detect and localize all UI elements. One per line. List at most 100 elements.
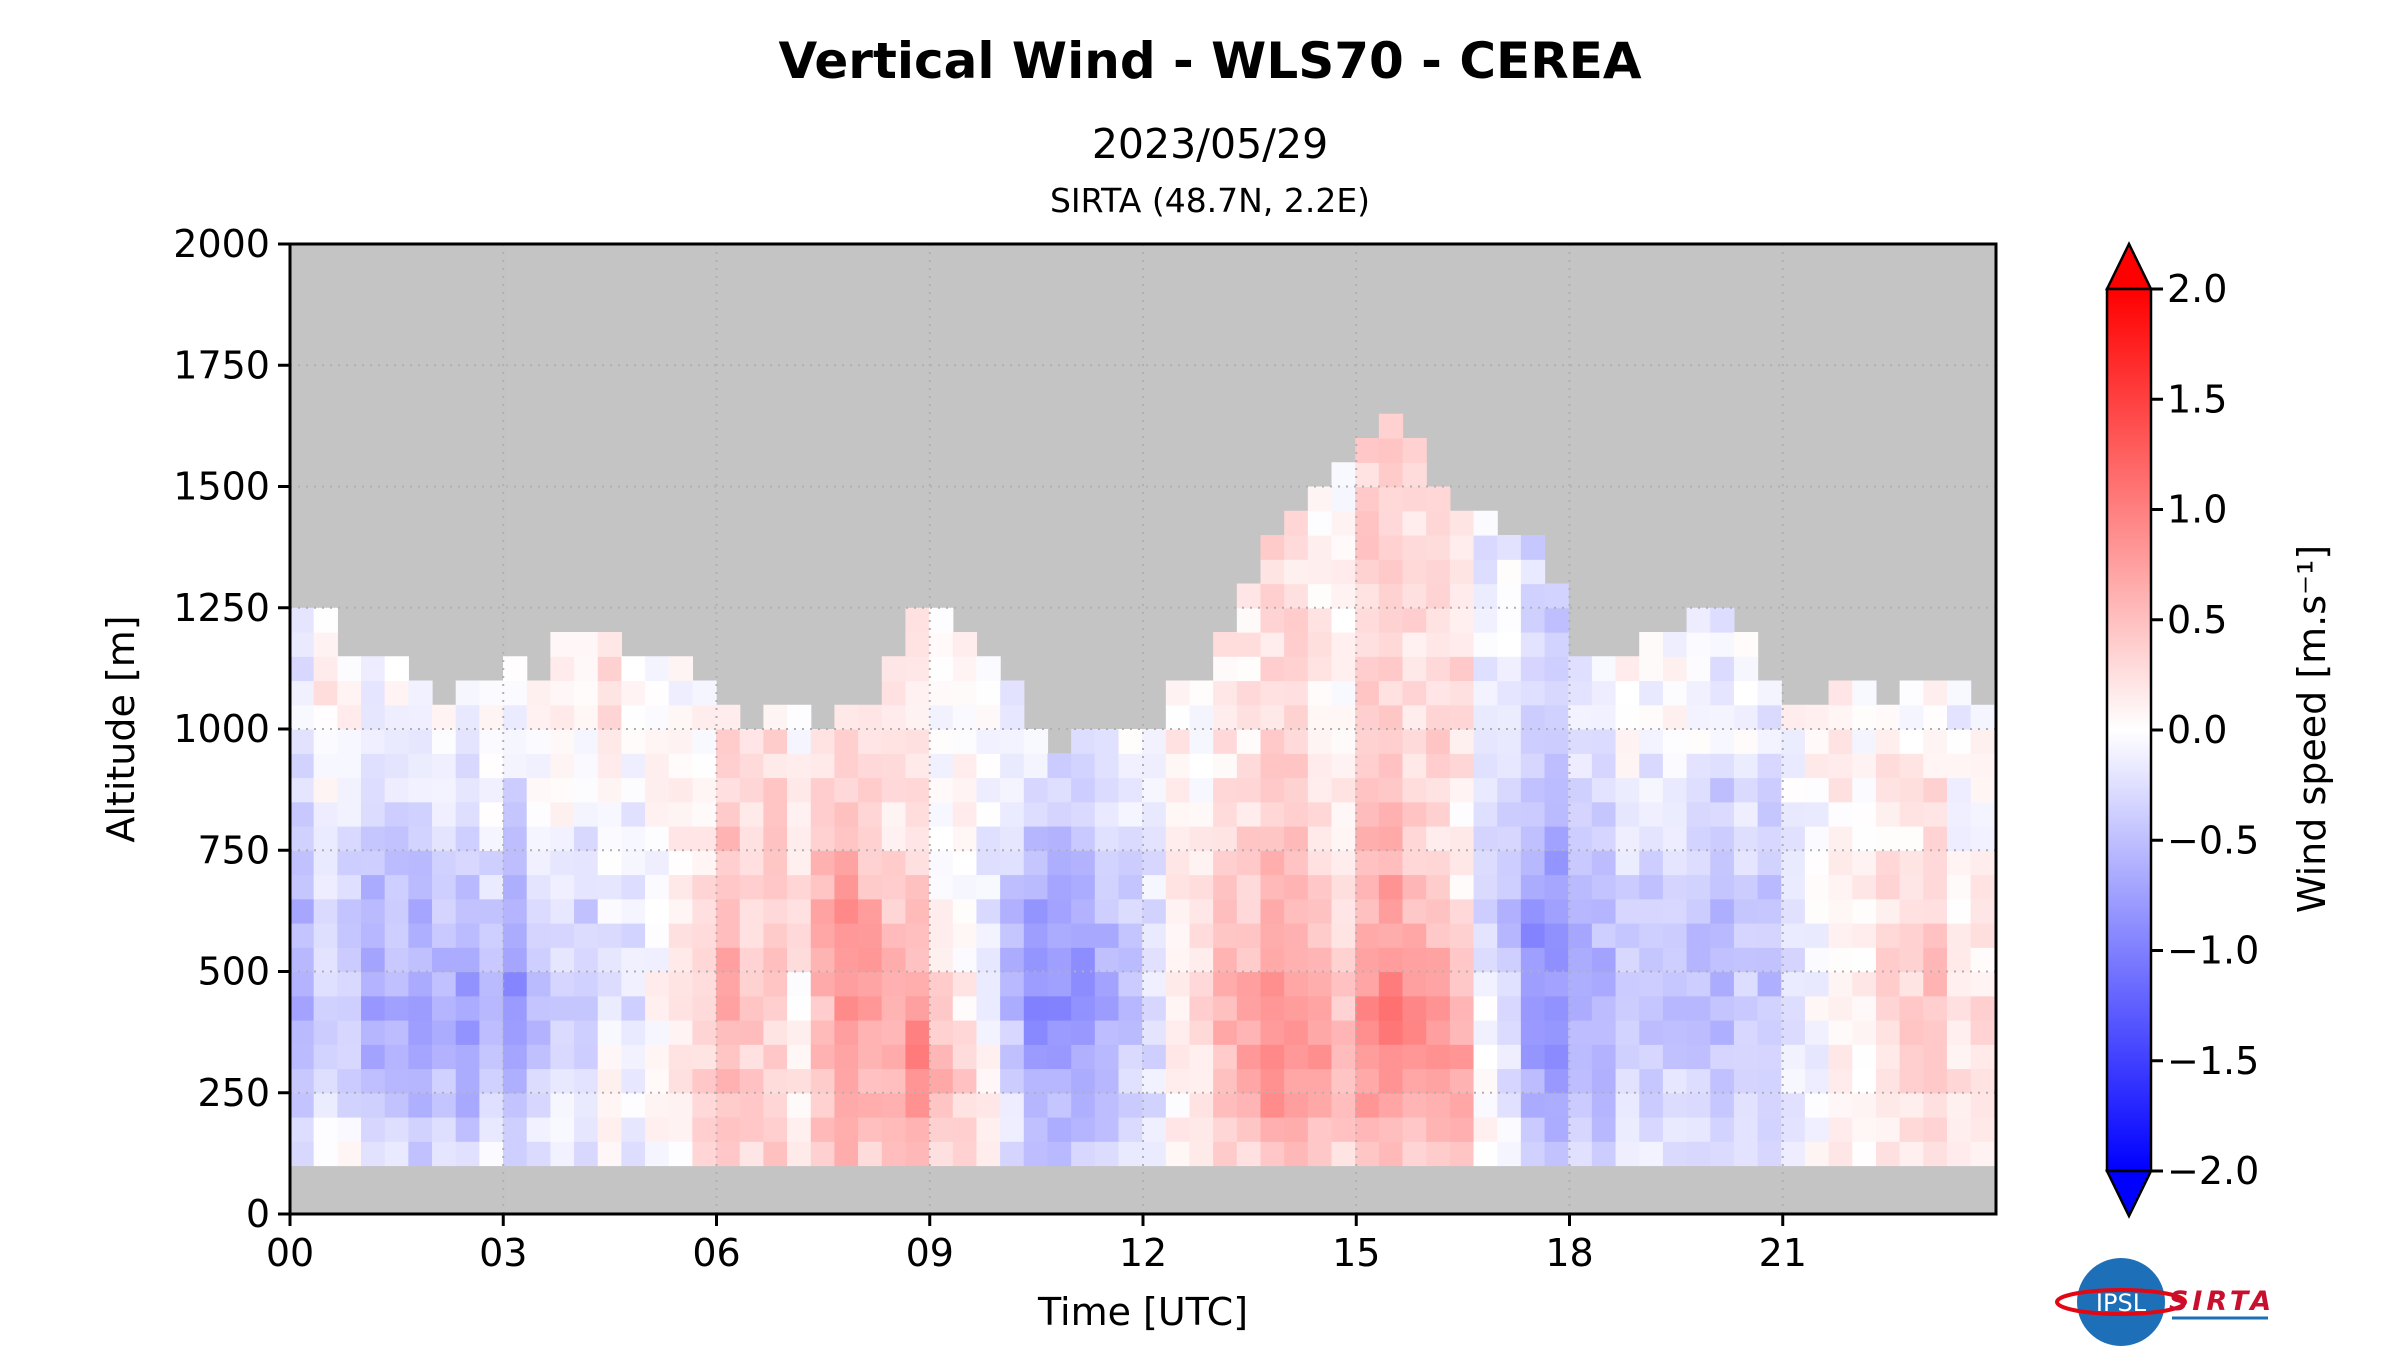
heatmap-cell: [1520, 535, 1546, 560]
heatmap-cell: [1875, 826, 1901, 851]
heatmap-cell: [313, 1092, 338, 1118]
heatmap-cell: [455, 801, 480, 827]
heatmap-cell: [503, 729, 528, 754]
heatmap-cell: [1520, 850, 1546, 876]
heatmap-cell: [597, 1117, 622, 1142]
heatmap-cell: [1426, 510, 1451, 536]
heatmap-cell: [1260, 704, 1285, 730]
heatmap-cell: [1402, 1020, 1427, 1045]
heatmap-cell: [503, 995, 528, 1021]
x-tick-label: 21: [1759, 1231, 1807, 1275]
heatmap-cell: [1236, 874, 1262, 900]
heatmap-cell: [1355, 535, 1380, 560]
heatmap-cell: [1639, 898, 1664, 924]
heatmap-cell: [479, 753, 504, 779]
heatmap-cell: [1899, 777, 1924, 803]
heatmap-cell: [1994, 1068, 1996, 1094]
heatmap-cell: [1142, 826, 1167, 851]
heatmap-cell: [1639, 971, 1664, 997]
heatmap-cell: [1402, 801, 1427, 827]
heatmap-cell: [384, 898, 409, 924]
heatmap-cell: [1000, 826, 1025, 851]
heatmap-cell: [1899, 801, 1924, 827]
heatmap-cell: [1591, 923, 1617, 948]
heatmap-cell: [1852, 995, 1877, 1021]
heatmap-cell: [692, 874, 717, 900]
heatmap-cell: [574, 753, 599, 779]
heatmap-cell: [834, 704, 859, 730]
heatmap-cell: [290, 947, 315, 973]
heatmap-cell: [1213, 680, 1238, 706]
heatmap-cell: [929, 729, 954, 754]
heatmap-cell: [597, 898, 622, 924]
heatmap-cell: [1307, 1092, 1333, 1118]
heatmap-cell: [1402, 947, 1427, 973]
heatmap-cell: [1378, 704, 1404, 730]
heatmap-cell: [1165, 898, 1191, 924]
heatmap-cell: [739, 1068, 765, 1094]
heatmap-cell: [432, 995, 457, 1021]
heatmap-cell: [1733, 947, 1759, 973]
heatmap-cell: [479, 898, 504, 924]
heatmap-cell: [455, 729, 480, 754]
heatmap-cell: [526, 947, 551, 973]
heatmap-cell: [1071, 1117, 1096, 1142]
heatmap-cell: [1094, 874, 1120, 900]
heatmap-cell: [1875, 1020, 1901, 1045]
heatmap-cell: [881, 898, 907, 924]
heatmap-cell: [1307, 559, 1333, 585]
heatmap-cell: [1213, 898, 1238, 924]
heatmap-cell: [1047, 850, 1072, 876]
heatmap-cell: [739, 1141, 765, 1167]
heatmap-cell: [1686, 995, 1711, 1021]
heatmap-cell: [1662, 801, 1688, 827]
heatmap-cell: [1781, 850, 1806, 876]
heatmap-cell: [1875, 753, 1901, 779]
heatmap-cell: [361, 995, 386, 1021]
heatmap-cell: [337, 850, 362, 876]
heatmap-cell: [645, 971, 670, 997]
heatmap-cell: [645, 680, 670, 706]
heatmap-cell: [668, 874, 693, 900]
heatmap-cell: [1165, 1020, 1191, 1045]
heatmap-cell: [881, 1068, 907, 1094]
heatmap-cell: [1473, 1117, 1498, 1142]
heatmap-cell: [432, 704, 457, 730]
heatmap-cell: [597, 1141, 622, 1167]
heatmap-cell: [810, 898, 836, 924]
heatmap-cell: [479, 971, 504, 997]
heatmap-cell: [1923, 1092, 1948, 1118]
heatmap-cell: [739, 971, 765, 997]
heatmap-cell: [1615, 898, 1640, 924]
x-tick-label: 09: [906, 1231, 954, 1275]
heatmap-cell: [1994, 680, 1996, 706]
heatmap-cell: [1591, 1141, 1617, 1167]
heatmap-cell: [1591, 1068, 1617, 1094]
sirta-logo: SIRTA: [2169, 1286, 2271, 1320]
heatmap-cell: [976, 680, 1001, 706]
heatmap-cell: [716, 1092, 741, 1118]
heatmap-cell: [1544, 1068, 1569, 1094]
heatmap-cell: [621, 1068, 646, 1094]
heatmap-cell: [929, 607, 954, 633]
heatmap-cell: [1355, 777, 1380, 803]
colorbar-tick-label: 0.0: [2167, 708, 2227, 752]
heatmap-cell: [1189, 729, 1214, 754]
heatmap-cell: [668, 1092, 693, 1118]
heatmap-cell: [526, 777, 551, 803]
heatmap-cell: [408, 898, 433, 924]
heatmap-cell: [1686, 850, 1711, 876]
heatmap-cell: [1094, 1044, 1120, 1070]
heatmap-cell: [881, 680, 907, 706]
heatmap-cell: [1473, 850, 1498, 876]
heatmap-cell: [1449, 1044, 1475, 1070]
heatmap-cell: [645, 1020, 670, 1045]
heatmap-cell: [645, 753, 670, 779]
heatmap-cell: [1047, 826, 1072, 851]
heatmap-cell: [432, 753, 457, 779]
heatmap-cell: [1828, 1068, 1853, 1094]
heatmap-cell: [313, 1068, 338, 1094]
heatmap-cell: [1071, 777, 1096, 803]
heatmap-cell: [384, 1068, 409, 1094]
heatmap-cell: [1142, 1092, 1167, 1118]
